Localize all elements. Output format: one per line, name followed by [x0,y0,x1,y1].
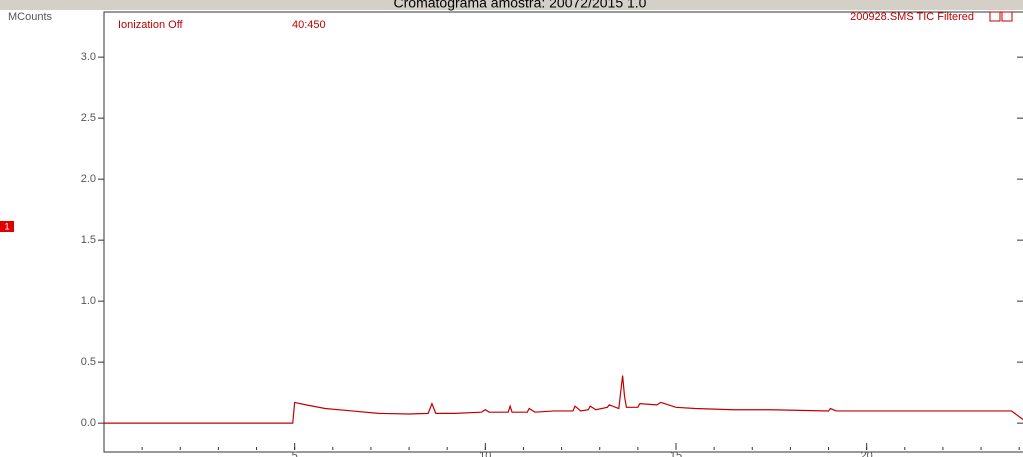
x-tick-label: 15 [670,450,682,457]
x-tick-label: 5 [292,450,298,457]
close-button[interactable] [1001,11,1013,22]
tic-trace [104,375,1023,424]
marker-badge [0,221,14,232]
y-tick-label: 1.5 [81,234,96,246]
y-axis-label: MCounts [8,11,53,23]
y-tick-label: 0.5 [81,356,96,368]
x-tick-label: 10 [479,450,491,457]
plot-frame [103,11,1023,453]
y-tick-label: 2.0 [81,173,96,185]
annotation: Ionization Off [118,19,184,31]
y-tick-label: 0.0 [81,417,96,429]
x-tick-label: 20 [861,450,873,457]
annotation: 200928.SMS TIC Filtered [850,11,974,23]
window-title: Cromatograma amostra: 20072/2015 1.0 [394,0,647,11]
title-bar [0,0,1023,10]
y-tick-label: 3.0 [81,51,96,63]
y-tick-label: 2.5 [81,112,96,124]
y-tick-label: 1.0 [81,295,96,307]
restore-button[interactable] [989,11,1001,22]
annotation: 40:450 [292,19,326,31]
marker-label: 1 [4,221,9,231]
